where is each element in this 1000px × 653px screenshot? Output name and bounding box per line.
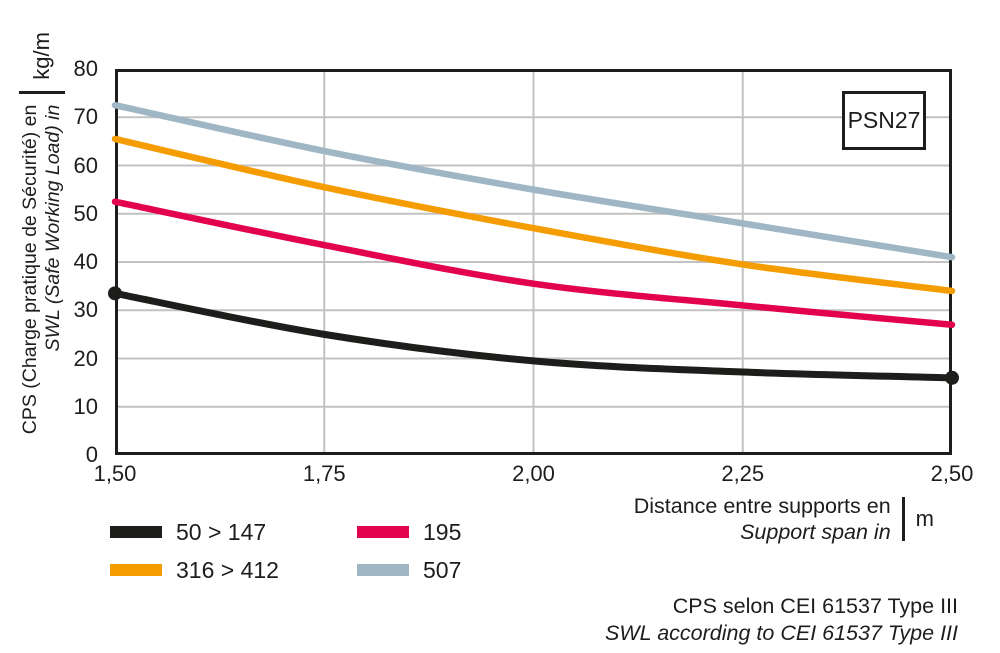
legend-item: 316 > 412 (110, 557, 357, 583)
series-line (111, 135, 956, 295)
x-axis-title-text: Distance entre supports en Support span … (634, 493, 891, 545)
legend-label: 195 (423, 519, 462, 545)
legend-swatch (357, 526, 409, 538)
x-tick-label: 2,25 (721, 461, 765, 486)
y-tick-label: 0 (85, 442, 98, 467)
legend-label: 50 > 147 (176, 519, 267, 545)
x-axis-unit-divider (901, 497, 905, 541)
chart-svg (108, 69, 959, 455)
y-tick-label: 20 (73, 345, 98, 371)
standard-note-fr: CPS selon CEI 61537 Type III (672, 594, 958, 618)
legend-item: 50 > 147 (110, 519, 357, 545)
product-badge-label: PSN27 (847, 107, 921, 133)
y-tick-label: 30 (73, 297, 98, 323)
x-axis-unit: m (915, 506, 934, 531)
legend-swatch (110, 564, 162, 576)
standard-note: CPS selon CEI 61537 Type III SWL accordi… (605, 593, 958, 647)
series-end-marker (108, 286, 122, 301)
plot-area (108, 69, 959, 455)
legend-swatch (110, 526, 162, 538)
x-tick-label: 1,50 (93, 461, 137, 486)
x-tick-label: 2,50 (930, 461, 974, 486)
x-axis-title-fr: Distance entre supports en (633, 494, 891, 518)
y-tick-label: 10 (73, 393, 98, 419)
y-tick-label: 60 (73, 152, 98, 178)
y-axis-unit-divider (19, 90, 65, 94)
x-tick-label: 1,75 (302, 461, 346, 486)
plot-frame (115, 69, 952, 455)
legend-label: 316 > 412 (176, 557, 279, 583)
series-line (111, 198, 956, 328)
legend-item: 507 (357, 557, 461, 583)
y-tick-label: 40 (73, 249, 98, 274)
standard-note-en: SWL according to CEI 61537 Type III (605, 621, 958, 645)
series-end-marker (945, 370, 959, 385)
y-tick-label: 70 (73, 104, 98, 130)
legend-label: 507 (423, 557, 462, 583)
series-line (111, 289, 956, 382)
product-badge: PSN27 (842, 91, 926, 150)
x-axis-title: Distance entre supports en Support span … (634, 493, 934, 545)
legend-item: 195 (357, 519, 461, 545)
legend: 50 > 147 195 316 > 412 507 (110, 519, 461, 583)
x-tick-label: 2,00 (512, 461, 555, 486)
y-tick-label: 50 (73, 200, 98, 226)
series-line (111, 101, 956, 261)
legend-swatch (357, 564, 409, 576)
x-axis-title-en: Support span in (740, 520, 891, 544)
y-tick-label: 80 (73, 56, 98, 81)
